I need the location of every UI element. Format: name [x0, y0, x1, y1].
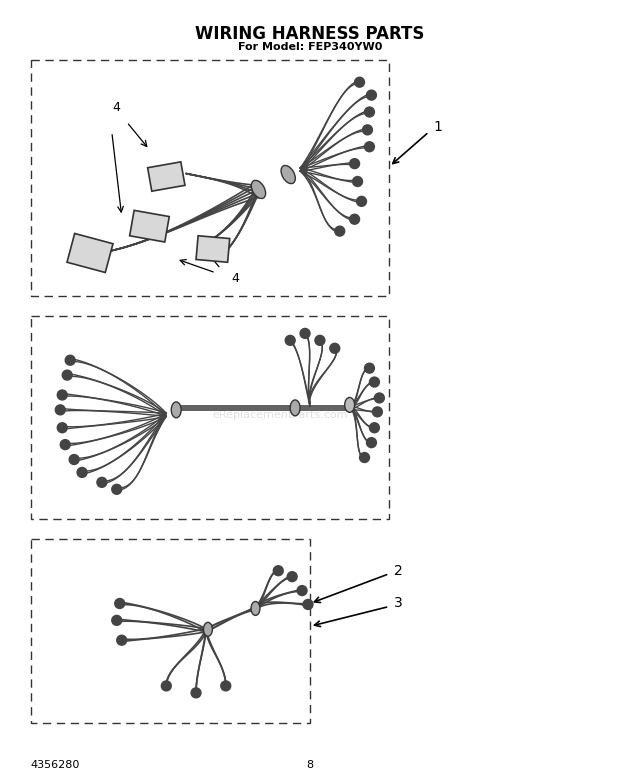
Circle shape	[57, 423, 67, 432]
Circle shape	[353, 177, 363, 186]
Circle shape	[374, 393, 384, 403]
Circle shape	[60, 439, 70, 450]
Text: WIRING HARNESS PARTS: WIRING HARNESS PARTS	[195, 24, 425, 43]
Circle shape	[287, 572, 297, 582]
Text: 4: 4	[113, 101, 121, 113]
Circle shape	[315, 335, 325, 346]
Circle shape	[191, 688, 201, 698]
Circle shape	[69, 454, 79, 465]
Bar	[30, 539, 310, 723]
Circle shape	[112, 615, 122, 626]
Circle shape	[97, 477, 107, 487]
Circle shape	[350, 159, 360, 169]
Circle shape	[370, 423, 379, 432]
Ellipse shape	[251, 181, 265, 199]
Circle shape	[77, 468, 87, 477]
Circle shape	[366, 438, 376, 447]
FancyBboxPatch shape	[148, 162, 185, 192]
Circle shape	[117, 635, 126, 645]
Ellipse shape	[251, 601, 260, 615]
Circle shape	[285, 335, 295, 346]
Circle shape	[221, 681, 231, 691]
Circle shape	[365, 107, 374, 117]
FancyBboxPatch shape	[196, 235, 230, 262]
Circle shape	[366, 90, 376, 100]
Circle shape	[273, 565, 283, 576]
Ellipse shape	[345, 397, 355, 412]
Circle shape	[365, 363, 374, 373]
Circle shape	[65, 355, 75, 365]
Text: 4: 4	[232, 272, 239, 285]
Text: 3: 3	[394, 597, 403, 611]
Circle shape	[115, 598, 125, 608]
FancyBboxPatch shape	[67, 234, 113, 272]
Circle shape	[297, 586, 307, 596]
Ellipse shape	[281, 166, 295, 184]
Circle shape	[363, 125, 373, 135]
Text: 2: 2	[394, 564, 403, 578]
Circle shape	[303, 600, 313, 609]
Circle shape	[373, 407, 383, 417]
Circle shape	[300, 328, 310, 339]
Circle shape	[57, 390, 67, 400]
Circle shape	[365, 142, 374, 152]
Circle shape	[350, 214, 360, 224]
Circle shape	[62, 370, 72, 380]
Text: 4356280: 4356280	[30, 760, 80, 770]
Circle shape	[161, 681, 171, 691]
Circle shape	[112, 484, 122, 494]
Ellipse shape	[203, 622, 213, 637]
Circle shape	[330, 343, 340, 353]
Circle shape	[55, 405, 65, 414]
Circle shape	[335, 226, 345, 236]
Circle shape	[355, 77, 365, 87]
Circle shape	[360, 453, 370, 462]
Bar	[30, 316, 389, 519]
Text: 1: 1	[434, 120, 443, 134]
Bar	[30, 60, 389, 296]
Circle shape	[356, 196, 366, 206]
Ellipse shape	[171, 402, 181, 418]
Text: 8: 8	[306, 760, 314, 770]
Text: For Model: FEP340YW0: For Model: FEP340YW0	[238, 42, 382, 52]
Text: eReplacementParts.com: eReplacementParts.com	[213, 410, 348, 420]
FancyBboxPatch shape	[130, 210, 169, 242]
Circle shape	[370, 377, 379, 387]
Ellipse shape	[290, 400, 300, 416]
